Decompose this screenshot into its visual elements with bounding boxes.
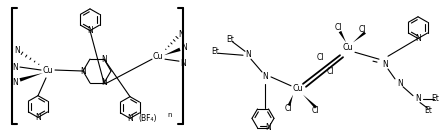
Text: n: n — [168, 112, 172, 118]
Text: N: N — [101, 55, 107, 64]
Text: Cl: Cl — [334, 23, 342, 32]
Text: N: N — [415, 94, 421, 103]
Text: N: N — [266, 123, 272, 132]
Polygon shape — [303, 95, 317, 109]
Text: N: N — [35, 113, 41, 122]
Text: Cl: Cl — [316, 53, 324, 62]
Text: N: N — [181, 43, 187, 52]
Polygon shape — [19, 73, 43, 82]
Text: Et: Et — [226, 35, 234, 44]
Polygon shape — [288, 95, 293, 106]
Text: N: N — [87, 26, 93, 35]
Text: N: N — [245, 50, 251, 59]
Text: N: N — [262, 72, 268, 81]
Polygon shape — [339, 31, 346, 42]
Text: N: N — [178, 30, 184, 39]
Text: N: N — [382, 60, 388, 69]
Text: N: N — [101, 78, 107, 88]
Text: Et: Et — [424, 106, 432, 115]
Text: Cl: Cl — [284, 104, 292, 113]
Text: (BF₄): (BF₄) — [139, 114, 157, 123]
Text: Cu: Cu — [43, 66, 53, 74]
Polygon shape — [353, 31, 366, 42]
Polygon shape — [164, 48, 181, 55]
Text: Cl: Cl — [358, 25, 366, 34]
Text: Cl: Cl — [326, 66, 334, 76]
Text: N: N — [80, 66, 86, 76]
Text: N: N — [415, 34, 421, 43]
Text: Et: Et — [211, 47, 219, 56]
Text: Et: Et — [431, 94, 439, 103]
Text: N: N — [180, 59, 186, 68]
Text: Cl: Cl — [311, 106, 319, 115]
Text: Cu: Cu — [153, 52, 163, 61]
Text: N: N — [12, 63, 18, 72]
Text: N: N — [14, 46, 20, 55]
Text: N: N — [397, 79, 403, 88]
Text: Cu: Cu — [343, 43, 354, 52]
Text: Cu: Cu — [293, 84, 303, 93]
Text: N: N — [127, 114, 133, 123]
Text: N: N — [12, 78, 18, 87]
